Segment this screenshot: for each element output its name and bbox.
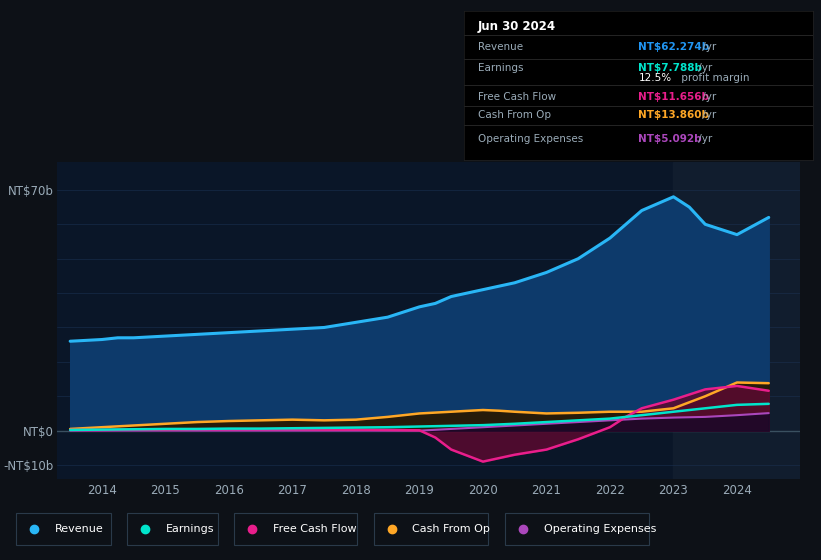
Text: Cash From Op: Cash From Op <box>478 110 551 120</box>
Bar <box>374 513 488 545</box>
Bar <box>16 513 111 545</box>
Text: /yr: /yr <box>695 63 713 73</box>
Text: NT$7.788b: NT$7.788b <box>639 63 702 73</box>
Text: Operating Expenses: Operating Expenses <box>544 524 656 534</box>
Text: /yr: /yr <box>695 134 713 144</box>
Text: Jun 30 2024: Jun 30 2024 <box>478 20 556 33</box>
Text: NT$5.092b: NT$5.092b <box>639 134 702 144</box>
Text: NT$13.860b: NT$13.860b <box>639 110 709 120</box>
Text: Operating Expenses: Operating Expenses <box>478 134 583 144</box>
Text: /yr: /yr <box>699 42 717 52</box>
Text: NT$62.274b: NT$62.274b <box>639 42 709 52</box>
Text: NT$11.656b: NT$11.656b <box>639 92 709 102</box>
Text: Earnings: Earnings <box>478 63 523 73</box>
Text: /yr: /yr <box>699 110 717 120</box>
Bar <box>505 513 649 545</box>
Text: /yr: /yr <box>699 92 717 102</box>
Text: profit margin: profit margin <box>678 73 750 83</box>
Text: Revenue: Revenue <box>55 524 103 534</box>
Bar <box>127 513 218 545</box>
Text: Earnings: Earnings <box>166 524 214 534</box>
Text: Free Cash Flow: Free Cash Flow <box>478 92 556 102</box>
Bar <box>673 162 800 479</box>
Text: Revenue: Revenue <box>478 42 523 52</box>
Text: 12.5%: 12.5% <box>639 73 672 83</box>
Text: Free Cash Flow: Free Cash Flow <box>273 524 356 534</box>
Bar <box>234 513 357 545</box>
Text: Cash From Op: Cash From Op <box>412 524 490 534</box>
